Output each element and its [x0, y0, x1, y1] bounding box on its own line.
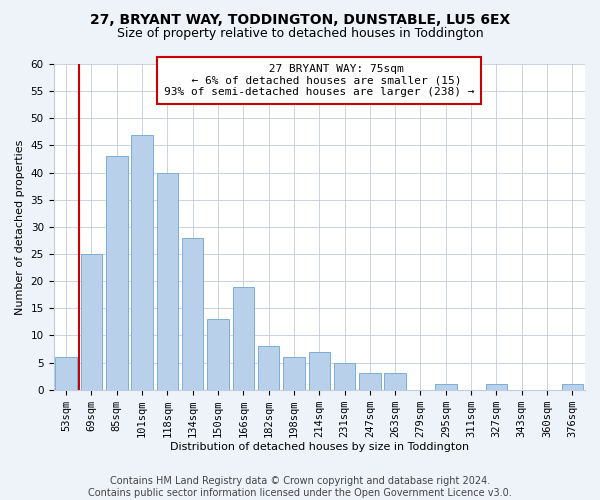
Text: Size of property relative to detached houses in Toddington: Size of property relative to detached ho…: [116, 28, 484, 40]
Bar: [283, 357, 305, 390]
Bar: [81, 254, 102, 390]
Bar: [485, 384, 507, 390]
Bar: [233, 286, 254, 390]
Y-axis label: Number of detached properties: Number of detached properties: [15, 139, 25, 314]
Bar: [385, 374, 406, 390]
Bar: [258, 346, 280, 390]
Bar: [562, 384, 583, 390]
Text: Contains HM Land Registry data © Crown copyright and database right 2024.
Contai: Contains HM Land Registry data © Crown c…: [88, 476, 512, 498]
Text: 27 BRYANT WAY: 75sqm
  ← 6% of detached houses are smaller (15)
93% of semi-deta: 27 BRYANT WAY: 75sqm ← 6% of detached ho…: [164, 64, 475, 97]
Text: 27, BRYANT WAY, TODDINGTON, DUNSTABLE, LU5 6EX: 27, BRYANT WAY, TODDINGTON, DUNSTABLE, L…: [90, 12, 510, 26]
Bar: [435, 384, 457, 390]
Bar: [359, 374, 380, 390]
Bar: [334, 362, 355, 390]
Bar: [182, 238, 203, 390]
Bar: [207, 319, 229, 390]
Bar: [157, 172, 178, 390]
X-axis label: Distribution of detached houses by size in Toddington: Distribution of detached houses by size …: [170, 442, 469, 452]
Bar: [131, 134, 153, 390]
Bar: [106, 156, 128, 390]
Bar: [308, 352, 330, 390]
Bar: [55, 357, 77, 390]
